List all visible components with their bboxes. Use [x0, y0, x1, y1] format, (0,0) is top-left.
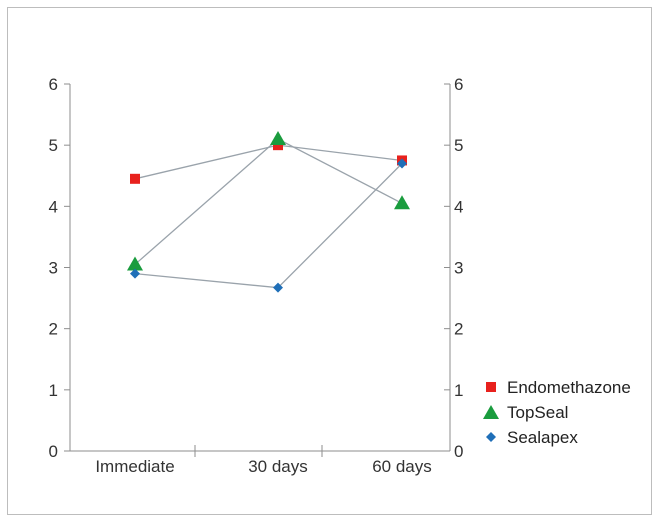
y-tick-label-right: 4 — [454, 197, 463, 216]
data-point-topseal — [270, 131, 286, 146]
data-point-topseal — [127, 256, 143, 271]
y-tick-label-left: 2 — [49, 320, 58, 339]
tick-labels: 0 1 2 3 4 5 6 0 1 2 3 4 5 6 Immediate 30 days 60 days — [49, 75, 464, 476]
x-tick-label: Immediate — [95, 457, 174, 476]
y-tick-label-right: 2 — [454, 320, 463, 339]
data-point-topseal — [394, 195, 410, 210]
data-point-sealapex — [130, 268, 140, 279]
data-point-endomethazone — [273, 140, 283, 151]
x-tick-label: 60 days — [372, 457, 432, 476]
y-tick-label-left: 1 — [49, 381, 58, 400]
x-tick-label: 30 days — [248, 457, 308, 476]
y-tick-label-left: 6 — [49, 75, 58, 94]
y-tick-label-right: 1 — [454, 381, 463, 400]
legend-marker-endomethazone — [486, 382, 496, 392]
y-tick-label-left: 3 — [49, 259, 58, 278]
series-line-endomethazone — [134, 144, 403, 180]
y-tick-label-left: 4 — [49, 197, 58, 216]
legend-label-endomethazone: Endomethazone — [507, 378, 631, 397]
series-lines — [134, 138, 403, 289]
series-markers — [127, 131, 410, 293]
y-tick-label-left: 5 — [49, 136, 58, 155]
series-line-topseal — [134, 138, 403, 265]
legend-label-sealapex: Sealapex — [507, 428, 578, 447]
y-tick-label-right: 6 — [454, 75, 463, 94]
chart-axes — [64, 83, 451, 457]
data-point-sealapex — [397, 158, 407, 169]
y-tick-label-right: 0 — [454, 442, 463, 461]
legend-label-topseal: TopSeal — [507, 403, 568, 422]
legend-marker-topseal — [483, 405, 499, 419]
y-tick-label-left: 0 — [49, 442, 58, 461]
data-point-sealapex — [273, 282, 283, 293]
data-point-endomethazone — [130, 173, 140, 184]
chart-frame — [7, 7, 652, 515]
y-tick-label-right: 5 — [454, 136, 463, 155]
chart-legend: Endomethazone TopSeal Sealapex — [483, 378, 631, 447]
y-tick-label-right: 3 — [454, 259, 463, 278]
legend-marker-sealapex — [486, 432, 496, 442]
